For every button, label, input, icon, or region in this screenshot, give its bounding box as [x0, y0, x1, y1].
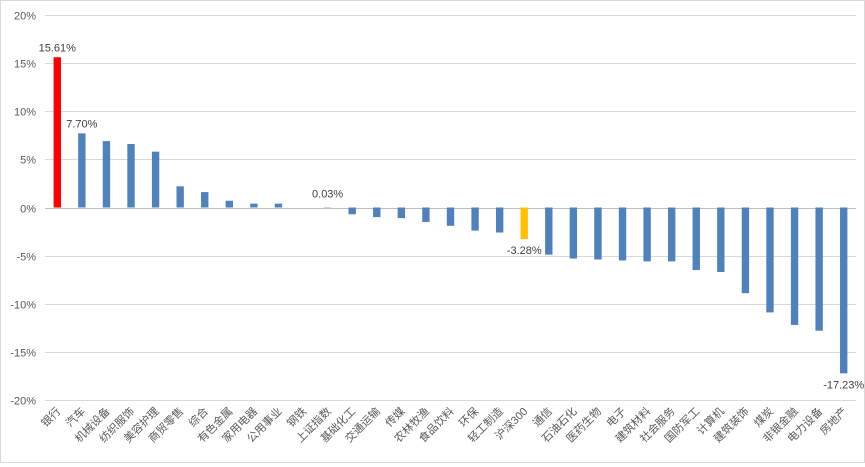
- bar: [742, 208, 749, 294]
- bar: [275, 204, 282, 208]
- bar: [791, 208, 798, 325]
- y-tick-label: 10%: [14, 107, 36, 119]
- y-tick-label: 20%: [14, 11, 36, 23]
- bar: [152, 152, 159, 208]
- bar: [717, 208, 724, 272]
- bar: [422, 208, 429, 222]
- bar: [471, 208, 478, 231]
- bar: [594, 208, 601, 260]
- bar: [619, 208, 626, 261]
- y-tick-label: -5%: [16, 252, 36, 264]
- bar: [668, 208, 675, 262]
- bar: [815, 208, 822, 331]
- bar: [54, 57, 61, 207]
- x-tick-label: 房地产: [817, 404, 850, 437]
- bar: [103, 141, 110, 207]
- bar: [176, 186, 183, 207]
- y-tick-label: -15%: [10, 348, 36, 360]
- x-tick-label: 银行: [38, 404, 63, 429]
- bar: [127, 144, 134, 208]
- bar: [496, 208, 503, 233]
- y-tick-label: -10%: [10, 300, 36, 312]
- bar: [521, 208, 528, 240]
- bar: [693, 208, 700, 271]
- bar: [201, 192, 208, 207]
- data-label: 7.70%: [66, 118, 97, 130]
- y-tick-label: -20%: [10, 396, 36, 408]
- bar: [226, 201, 233, 208]
- y-axis-ticks: 20% 15% 10% 5% 0% -5% -10% -15% -20%: [10, 11, 36, 408]
- y-tick-label: 5%: [20, 155, 36, 167]
- bar: [373, 208, 380, 218]
- bar: [545, 208, 552, 255]
- bar: [766, 208, 773, 313]
- bar: [570, 208, 577, 259]
- bar: [447, 208, 454, 226]
- bar: [349, 208, 356, 215]
- data-label: -17.23%: [823, 379, 864, 391]
- y-tick-label: 15%: [14, 59, 36, 71]
- data-label: -3.28%: [507, 245, 542, 257]
- bar: [78, 133, 85, 207]
- bars: [54, 57, 848, 373]
- bar: [398, 208, 405, 219]
- data-label: 15.61%: [39, 42, 77, 54]
- bar: [840, 208, 847, 374]
- bar: [250, 204, 257, 208]
- y-tick-label: 0%: [20, 204, 36, 216]
- data-label: 0.03%: [312, 189, 343, 201]
- category-labels: 银行汽车机械设备纺织服饰美容护理商贸零售综合有色金属家用电器公用事业钢铁上证指数…: [38, 404, 850, 445]
- bar: [643, 208, 650, 262]
